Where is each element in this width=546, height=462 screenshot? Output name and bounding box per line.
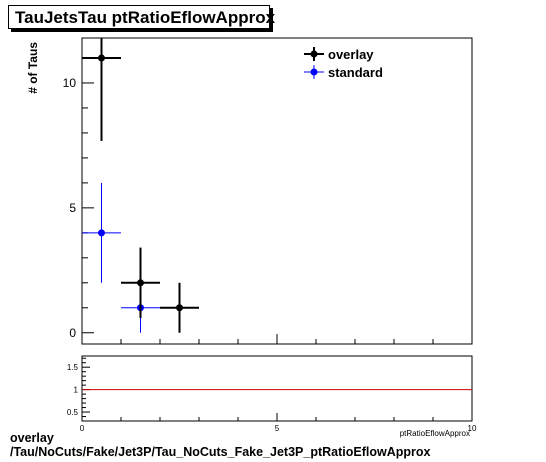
y-axis-title: # of Taus	[26, 42, 40, 94]
marker	[176, 304, 183, 312]
data-point	[82, 182, 121, 283]
y-tick-label: 5	[69, 201, 76, 215]
marker	[137, 279, 144, 287]
series-overlay	[82, 38, 199, 333]
legend: overlay standard	[304, 47, 383, 80]
x-axis-title: ptRatioEflowApprox	[400, 429, 470, 438]
footer-line-1: overlay	[10, 431, 54, 445]
chart-title: TauJetsTau ptRatioEflowApprox	[8, 5, 275, 29]
legend-label-overlay: overlay	[328, 47, 374, 62]
series-standard	[82, 182, 160, 333]
y-tick-label: 0	[69, 326, 76, 340]
y-tick-label: 10	[63, 76, 77, 90]
ratio-y-tick-label: 1.5	[67, 363, 79, 372]
marker	[98, 229, 105, 237]
ratio-y-tick-label: 0.5	[67, 408, 79, 417]
ratio-y-tick-label: 1	[74, 386, 79, 395]
ratio-plot-frame	[81, 355, 473, 422]
legend-label-standard: standard	[328, 65, 383, 80]
footer-caption: overlay /Tau/NoCuts/Fake/Jet3P/Tau_NoCut…	[10, 431, 430, 459]
data-point	[82, 38, 121, 141]
legend-marker-overlay	[310, 50, 318, 58]
data-point	[121, 247, 160, 319]
legend-marker-standard	[310, 68, 318, 76]
data-point	[160, 282, 199, 333]
footer-line-2: /Tau/NoCuts/Fake/Jet3P/Tau_NoCuts_Fake_J…	[10, 445, 431, 459]
ratio-x-tick-label: 5	[275, 424, 280, 433]
ratio-x-tick-label: 10	[468, 424, 477, 433]
marker	[98, 54, 105, 62]
ratio-x-tick-label: 0	[80, 424, 85, 433]
main-plot: 0 5 10 # of Taus overlay standard	[26, 37, 473, 345]
